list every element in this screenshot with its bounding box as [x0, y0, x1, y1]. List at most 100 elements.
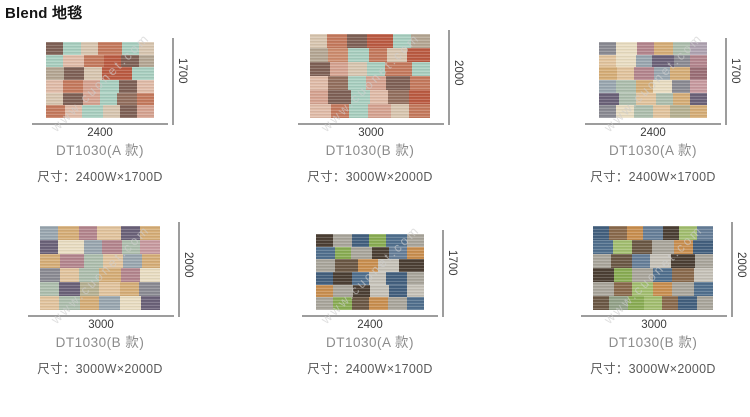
product-grid: 2400 1700 www.cuonet.com DT1030(A 款) 尺寸：… — [20, 26, 750, 390]
rug-patch — [696, 226, 714, 240]
rug-patch — [102, 105, 120, 119]
width-dimension-line — [32, 123, 168, 125]
product-name: DT1030(A 款) — [325, 335, 415, 350]
product-figure: 3000 2000 www.cuonet.com — [573, 218, 750, 331]
product-figure: 3000 2000 www.cuonet.com — [290, 26, 480, 139]
rug-patch — [410, 34, 430, 48]
rug-patch — [123, 254, 142, 268]
rug-patch — [593, 254, 612, 268]
rug-patch — [316, 297, 334, 311]
product-size: 尺寸：2400W×1700D — [37, 170, 163, 184]
rug-patch — [393, 34, 411, 48]
product-figure: 2400 1700 www.cuonet.com — [20, 26, 210, 139]
rug-patch — [406, 234, 424, 247]
product-figure: 2400 1700 www.cuonet.com — [573, 26, 750, 139]
rug-patch — [599, 42, 617, 55]
rug-patch — [613, 282, 633, 296]
rug-patch — [656, 92, 674, 106]
rug-patch — [367, 34, 394, 48]
rug-patch — [83, 54, 105, 68]
rug-patch — [635, 54, 653, 68]
rug-patch — [386, 76, 411, 90]
rug-patch — [60, 254, 85, 268]
rug-row — [310, 76, 431, 90]
rug-patch — [672, 80, 690, 93]
rug-row — [40, 226, 161, 240]
rug-row — [46, 67, 154, 81]
rug-patch — [327, 90, 351, 104]
rug-patch — [138, 42, 154, 55]
width-value: 2400 — [357, 319, 383, 331]
rug-patch — [690, 54, 707, 68]
rug-patch — [97, 226, 122, 240]
rug-patch — [140, 240, 161, 254]
rug-patch — [406, 272, 424, 285]
height-dimension-line — [172, 38, 174, 125]
rug-patch — [627, 296, 644, 310]
rug-patch — [83, 67, 102, 81]
page-title: Blend 地毯 — [5, 5, 83, 22]
rug-patch — [690, 67, 707, 81]
rug-image — [310, 34, 431, 118]
rug-patch — [347, 62, 368, 76]
rug-patch — [64, 105, 82, 119]
rug-patch — [609, 296, 628, 310]
height-dimension-line — [448, 30, 450, 125]
product-caption: DT1030(B 款) 尺寸：3000W×2000D — [290, 142, 450, 185]
rug-patch — [351, 246, 372, 260]
rug-patch — [694, 254, 714, 268]
rug-row — [310, 48, 430, 62]
rug-patch — [40, 282, 60, 296]
rug-patch — [670, 254, 695, 268]
rug-row — [599, 54, 707, 68]
rug-patch — [673, 92, 691, 106]
rug-row — [316, 259, 424, 273]
rug-patch — [333, 234, 352, 247]
rug-row — [593, 268, 713, 282]
rug-patch — [593, 226, 610, 240]
rug-patch — [632, 282, 653, 296]
rug-patch — [369, 297, 388, 311]
product-name: DT1030(B 款) — [608, 335, 698, 350]
rug-patch — [674, 240, 693, 254]
rug-patch — [316, 272, 334, 285]
rug-patch — [102, 254, 124, 268]
rug-row — [316, 234, 424, 247]
rug-row — [40, 268, 161, 282]
rug-patch — [352, 284, 370, 298]
rug-patch — [368, 104, 391, 118]
product-size: 尺寸：3000W×2000D — [307, 170, 433, 184]
rug-patch — [370, 284, 390, 298]
rug-patch — [334, 246, 352, 260]
rug-patch — [121, 54, 139, 68]
rug-patch — [653, 80, 673, 93]
rug-patch — [694, 268, 713, 282]
product-caption: DT1030(B 款) 尺寸：3000W×2000D — [573, 334, 733, 377]
rug-patch — [46, 92, 63, 106]
rug-patch — [99, 268, 122, 282]
rug-patch — [673, 54, 691, 68]
product-caption: DT1030(A 款) 尺寸：2400W×1700D — [20, 142, 180, 185]
height-dimension-line — [725, 38, 727, 125]
rug-patch — [369, 272, 387, 285]
rug-patch — [671, 282, 695, 296]
product-size: 尺寸：2400W×1700D — [307, 362, 433, 376]
rug-patch — [310, 34, 328, 48]
rug-patch — [316, 246, 335, 260]
rug-patch — [619, 92, 637, 106]
rug-row — [40, 296, 160, 310]
rug-patch — [615, 105, 635, 119]
rug-patch — [653, 282, 672, 296]
width-value: 2400 — [640, 127, 666, 139]
rug-row — [46, 54, 154, 68]
rug-patch — [136, 105, 154, 119]
rug-patch — [672, 42, 690, 55]
rug-patch — [132, 67, 154, 81]
rug-patch — [616, 80, 636, 93]
width-dimension-line — [581, 315, 727, 317]
rug-patch — [407, 246, 424, 260]
rug-patch — [377, 259, 399, 273]
rug-patch — [613, 268, 633, 282]
rug-patch — [386, 234, 407, 247]
rug-patch — [59, 296, 80, 310]
